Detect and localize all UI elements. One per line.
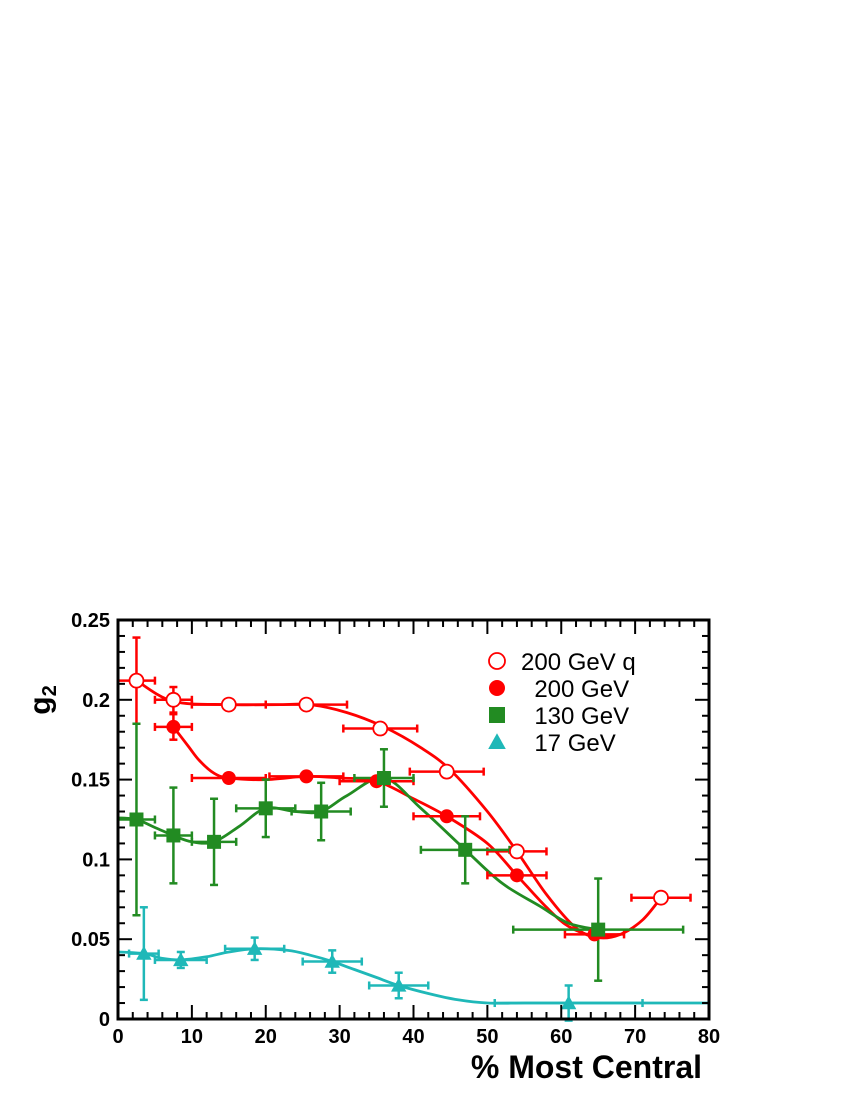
data-point-filled-square xyxy=(166,828,181,843)
data-point-filled-circle xyxy=(439,809,454,824)
y-tick-label: 0.1 xyxy=(82,849,110,871)
data-point-open-circle xyxy=(509,843,525,860)
data-point-filled-circle xyxy=(299,769,314,784)
data-point-filled-triangle xyxy=(173,952,189,967)
legend-marker-filled-triangle xyxy=(488,733,506,750)
data-point-filled-triangle xyxy=(136,945,152,960)
data-point-open-circle xyxy=(653,889,669,906)
x-tick-labels: 0 10 20 30 40 50 60 70 80 xyxy=(112,1026,720,1048)
data-point-filled-square xyxy=(591,922,606,937)
y-tick-labels: 0 0.05 0.1 0.15 0.2 0.25 xyxy=(71,610,110,1031)
data-point-open-circle xyxy=(372,720,389,737)
data-point-filled-square xyxy=(207,834,222,849)
data-point-open-circle xyxy=(128,672,145,689)
data-point-filled-circle xyxy=(509,868,524,883)
data-point-open-circle xyxy=(220,696,237,713)
y-tick-label: 0.05 xyxy=(71,929,110,951)
data-point-open-circle xyxy=(165,691,182,708)
y-axis-title-main: g xyxy=(24,696,57,714)
data-point-filled-triangle xyxy=(246,941,263,955)
data-point-filled-square xyxy=(314,804,329,819)
x-tick-label: 20 xyxy=(255,1026,277,1048)
x-tick-label: 60 xyxy=(550,1026,572,1048)
y-axis-title: g2 xyxy=(24,685,61,714)
data-point-filled-triangle xyxy=(560,995,577,1010)
legend-label: 200 GeV xyxy=(521,676,629,703)
x-tick-label: 30 xyxy=(329,1026,351,1048)
data-point-filled-circle xyxy=(221,771,236,786)
x-tick-label: 80 xyxy=(698,1026,720,1048)
fit-curve-filled-square xyxy=(117,776,599,931)
y-tick-label: 0.25 xyxy=(71,610,110,632)
y-tick-label: 0.15 xyxy=(71,770,110,792)
data-point-filled-square xyxy=(458,842,473,857)
x-tick-label: 70 xyxy=(624,1026,646,1048)
x-tick-label: 40 xyxy=(402,1026,424,1048)
legend-marker-filled-circle xyxy=(489,680,505,696)
y-axis-title-subscript: 2 xyxy=(39,685,61,696)
x-axis-title: % Most Central xyxy=(471,1049,702,1085)
legend-label: 130 GeV xyxy=(521,703,629,730)
data-point-open-circle xyxy=(298,696,315,713)
data-point-filled-circle xyxy=(166,719,181,734)
data-markers xyxy=(128,672,669,1010)
x-tick-label: 0 xyxy=(112,1026,123,1048)
data-point-filled-triangle xyxy=(391,977,407,992)
axis-ticks xyxy=(117,619,710,1020)
x-tick-label: 10 xyxy=(181,1026,203,1048)
data-point-filled-square xyxy=(376,771,391,786)
data-point-filled-square xyxy=(258,801,273,816)
legend-marker-open-circle xyxy=(488,652,506,670)
y-tick-label: 0 xyxy=(99,1009,110,1031)
y-tick-label: 0.2 xyxy=(82,690,110,712)
data-point-filled-triangle xyxy=(324,953,340,968)
legend-label: 17 GeV xyxy=(521,730,616,757)
legend: 200 GeV q 200 GeV 130 GeV 17 GeV xyxy=(488,649,636,757)
legend-label: 200 GeV q xyxy=(521,649,636,676)
data-point-open-circle xyxy=(438,763,455,780)
x-tick-label: 50 xyxy=(476,1026,498,1048)
error-bars xyxy=(116,636,692,1022)
legend-marker-filled-square xyxy=(489,707,505,723)
data-point-filled-square xyxy=(129,812,144,827)
